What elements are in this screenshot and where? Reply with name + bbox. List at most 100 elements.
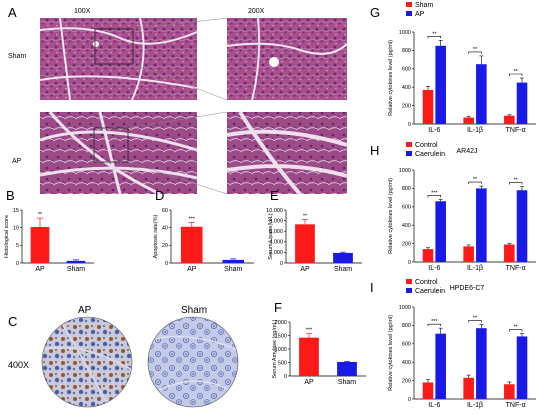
legend-swatch [406,142,412,147]
panel-h-letter: H [370,143,379,158]
ihc-label-sham: Sham [181,305,207,316]
ihc-label-ap: AP [78,305,92,316]
y-tick-label: 400 [402,85,411,91]
bar-ap [180,226,203,263]
y-tick-label: 10 [13,225,19,231]
legend-label: Control [415,142,438,149]
y-tick-label: 600 [402,67,411,73]
significance-label: *** [431,190,438,196]
y-tick-label: 8,000 [269,218,283,224]
bar-sham [337,361,357,376]
zoom-box-ap [93,127,129,163]
bar-control [422,382,434,399]
duct-lumen [93,41,99,47]
ihc-micrograph-sham [148,317,238,407]
y-tick-label: 400 [402,360,411,366]
y-axis-label: Apoptosis rate(%) [153,214,159,258]
x-tick-label: Sham [338,379,356,386]
legend-swatch [406,11,412,16]
x-tick-label: AP [304,379,314,386]
bar-sham [222,259,245,263]
x-tick-label: AP [35,266,45,273]
edema-septa-zoom [226,110,348,196]
x-tick-label: IL-1β [467,127,483,134]
bar-sham [333,252,353,263]
legend-label: AP [415,11,425,18]
x-tick-label: IL-1β [467,265,483,272]
significance-label: ** [303,214,308,220]
chart-title: AR42J [456,148,477,155]
bar-sham [463,117,474,124]
panel-a-letter: A [8,5,17,20]
bar-caerulein [435,201,446,262]
y-tick-label: 15 [13,208,19,214]
tissue-septa-zoom [226,17,348,101]
y-tick-label: 0 [408,397,411,403]
legend-swatch [406,279,412,284]
zoom-box-sham [94,28,134,65]
zoom-line [127,111,228,129]
y-tick-label: 20 [162,243,168,249]
panel-c-letter: C [8,314,17,329]
x-tick-label: IL-1β [467,402,483,409]
ihc-border [147,316,239,408]
bar-sham [422,89,434,124]
x-tick-label: TNF-α [506,265,526,272]
significance-bracket [468,51,482,54]
legend-label: Caerulein [415,288,445,295]
y-tick-label: 200 [402,378,411,384]
chart-I: I HPDE6-C7 0 200 400 600 800 1000 Relative cytok… [370,279,536,409]
edema-septa [39,111,198,196]
y-axis-label: Relative cytokines level (pg/ml) [388,315,394,391]
panel-g-letter: G [370,5,380,20]
y-tick-label: 1000 [399,305,411,311]
bar-control [504,244,515,262]
row-label-ap: AP [12,158,22,165]
legend-label: Control [415,279,438,286]
significance-label: ** [514,69,519,75]
ihc-texture [42,319,132,407]
bar-ap [435,45,446,124]
bar-ap [516,82,528,124]
significance-label: ** [473,47,478,53]
bar-caerulein [476,328,487,399]
y-tick-label: 0 [408,122,411,128]
y-tick-label: 1000 [399,168,411,174]
y-tick-label: 5 [16,243,19,249]
bar-control [463,246,474,262]
y-tick-label: 40 [162,225,168,231]
legend-label: Sham [415,2,433,9]
zoom-line [127,161,228,195]
y-tick-label: 800 [402,48,411,54]
bar-caerulein [435,333,446,399]
y-tick-label: 2,000 [269,250,283,256]
chart-H: H AR42J 0 200 400 600 800 1000 Relative cytokine… [370,142,536,272]
x-tick-label: IL-6 [428,402,440,409]
bar-sham [504,115,515,124]
y-tick-label: 1500 [275,333,287,339]
bar-caerulein [476,188,487,262]
ihc-magnification-label: 400X [8,360,29,370]
y-axis-label: Relative cytokines level (pg/ml) [388,178,394,254]
significance-label: ** [473,177,478,183]
y-tick-label: 60 [162,208,168,214]
significance-bracket [468,181,482,185]
legend-swatch [406,2,412,7]
bar-control [504,384,515,399]
y-axis-label: Relative cytokines level (pg/ml) [388,40,394,116]
panel-a: A 100X 200X Sham AP [8,5,348,196]
panel-f-letter: F [274,300,282,315]
y-tick-label: 0 [16,261,19,267]
significance-bracket [427,195,441,198]
x-tick-label: AP [300,266,310,273]
y-tick-label: 1000 [275,347,287,353]
significance-label: *** [431,319,438,325]
x-tick-label: AP [187,266,197,273]
y-axis-label: Serum Amylase (ng/mL) [272,319,278,378]
magnification-100x-label: 100X [74,8,91,15]
y-tick-label: 10,000 [266,208,283,214]
y-tick-label: 800 [402,323,411,329]
